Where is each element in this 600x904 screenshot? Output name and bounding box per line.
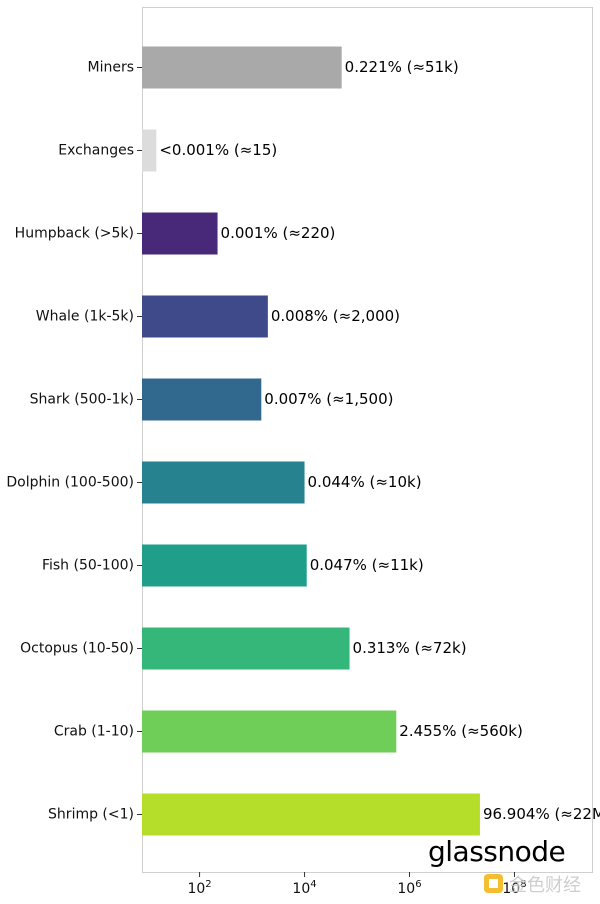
data-label: 2.455% (≈560k) bbox=[399, 722, 523, 740]
category-labels: Miners Exchanges Humpback (>5k) Whale (1k-5… bbox=[6, 60, 142, 823]
data-label: 0.044% (≈10k) bbox=[308, 473, 422, 491]
x-tick-label: 108 bbox=[502, 879, 526, 897]
bar bbox=[142, 378, 262, 421]
data-label: 0.313% (≈72k) bbox=[353, 639, 467, 657]
plot-frame bbox=[142, 7, 593, 873]
bar bbox=[142, 212, 218, 255]
category-label: Miners bbox=[87, 60, 134, 76]
category-label: Shrimp (<1) bbox=[48, 807, 134, 823]
bar bbox=[142, 129, 157, 172]
watermark-text: 金色财经 bbox=[509, 875, 581, 896]
bar bbox=[142, 710, 397, 753]
x-axis-ticks: 102 104 106 108 bbox=[187, 872, 527, 897]
x-tick-label: 104 bbox=[292, 879, 316, 897]
category-label: Fish (50-100) bbox=[42, 558, 134, 574]
data-label: 0.007% (≈1,500) bbox=[264, 390, 393, 408]
glassnode-logo-text: glassnode bbox=[428, 835, 565, 868]
category-label: Octopus (10-50) bbox=[20, 641, 134, 657]
bars-layer bbox=[142, 46, 480, 836]
x-tick-label: 102 bbox=[187, 879, 211, 897]
x-tick-label: 106 bbox=[397, 879, 421, 897]
data-label: <0.001% (≈15) bbox=[159, 141, 277, 159]
data-label: 96.904% (≈22M) bbox=[483, 805, 600, 823]
bar bbox=[142, 46, 342, 89]
data-label: 0.221% (≈51k) bbox=[345, 58, 459, 76]
category-label: Dolphin (100-500) bbox=[6, 475, 134, 491]
category-label: Exchanges bbox=[58, 143, 134, 159]
bar bbox=[142, 295, 268, 338]
bar bbox=[142, 627, 350, 670]
bar bbox=[142, 544, 307, 587]
category-label: Shark (500-1k) bbox=[30, 392, 134, 408]
bar bbox=[142, 793, 480, 836]
category-label: Whale (1k-5k) bbox=[36, 309, 134, 325]
category-label: Humpback (>5k) bbox=[15, 226, 134, 242]
glassnode-logo: glassnode bbox=[428, 835, 566, 868]
data-labels: 0.221% (≈51k) <0.001% (≈15) 0.001% (≈220) 0… bbox=[159, 58, 600, 823]
data-label: 0.001% (≈220) bbox=[221, 224, 336, 242]
bar bbox=[142, 461, 305, 504]
data-label: 0.008% (≈2,000) bbox=[271, 307, 400, 325]
data-label: 0.047% (≈11k) bbox=[310, 556, 424, 574]
category-label: Crab (1-10) bbox=[54, 724, 134, 740]
watermark: 金色财经 bbox=[484, 874, 581, 896]
